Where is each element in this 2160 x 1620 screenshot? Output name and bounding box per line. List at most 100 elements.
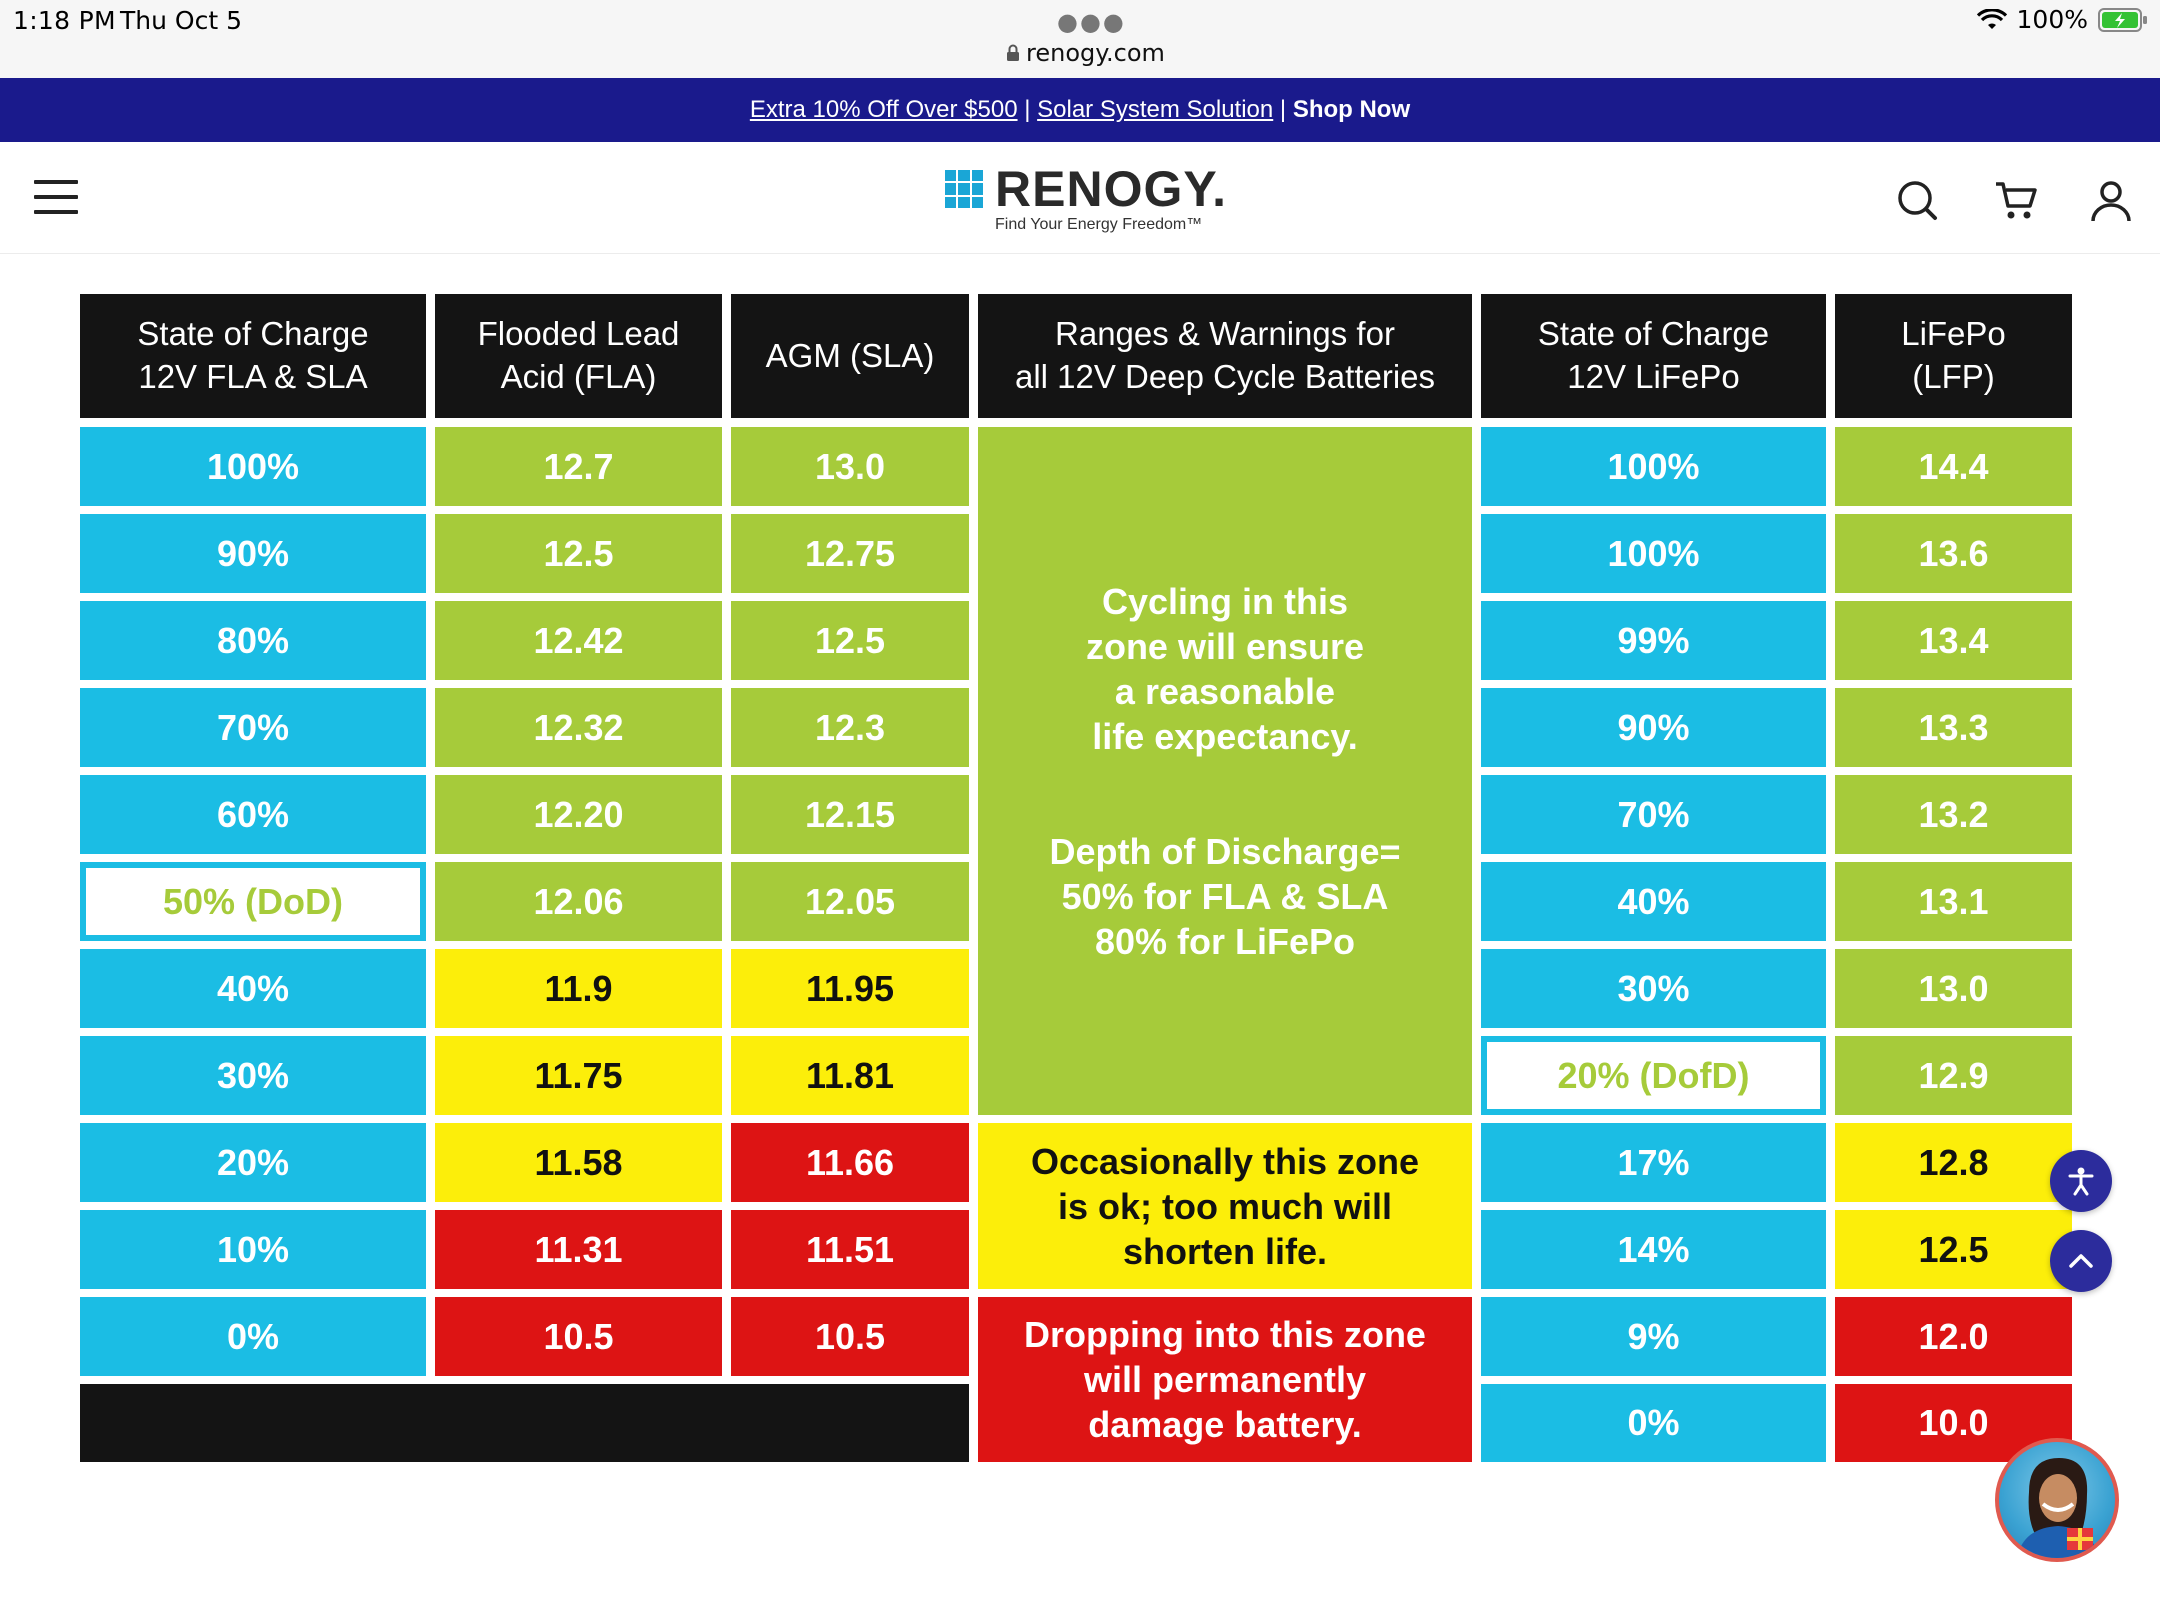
header-soc-lfp: State of Charge 12V LiFePo [1481,294,1826,418]
empty-footer-cell [80,1384,969,1462]
soc-lfp-cell: 17% [1481,1123,1826,1202]
fla-voltage-cell: 11.9 [435,949,722,1028]
logo-wordmark: RENOGY. [995,161,1228,217]
chevron-up-icon [2069,1254,2093,1268]
agm-voltage-cell: 13.0 [731,427,969,506]
lfp-voltage-cell: 13.2 [1835,775,2072,854]
promo-solution-link[interactable]: Solar System Solution [1037,96,1274,123]
lfp-voltage-cell: 14.4 [1835,427,2072,506]
fla-voltage-cell: 10.5 [435,1297,722,1376]
agm-voltage-cell: 12.5 [731,601,969,680]
lfp-voltage-cell: 13.1 [1835,862,2072,941]
header-lfp: LiFePo (LFP) [1835,294,2072,418]
status-date: Thu Oct 5 [120,6,242,35]
soc-lfp-dod-cell: 20% (DofD) [1481,1036,1826,1115]
soc-fla-cell: 30% [80,1036,426,1115]
battery-percent: 100% [2016,5,2088,34]
soc-lfp-cell: 99% [1481,601,1826,680]
site-header: RENOGY. Find Your Energy Freedom™ [0,142,2160,254]
agm-voltage-cell: 11.81 [731,1036,969,1115]
soc-lfp-cell: 90% [1481,688,1826,767]
lock-icon [1007,44,1019,61]
soc-fla-cell: 20% [80,1123,426,1202]
address-bar[interactable]: renogy.com [1006,39,1165,67]
scroll-to-top-button[interactable] [2050,1230,2112,1292]
agm-voltage-cell: 12.15 [731,775,969,854]
fla-voltage-cell: 12.7 [435,427,722,506]
fla-voltage-cell: 12.32 [435,688,722,767]
chat-assistant-avatar[interactable] [1995,1438,2119,1562]
agm-voltage-cell: 12.75 [731,514,969,593]
depth-of-discharge-note: Depth of Discharge= 50% for FLA & SLA 80… [1049,830,1401,962]
agm-voltage-cell: 11.95 [731,949,969,1028]
ios-status-bar: 1:18 PM Thu Oct 5 ●●● renogy.com 100% [0,0,2160,78]
promo-divider: | [1279,96,1293,123]
soc-lfp-cell: 30% [1481,949,1826,1028]
soc-fla-cell: 60% [80,775,426,854]
soc-lfp-cell: 40% [1481,862,1826,941]
fla-voltage-cell: 12.42 [435,601,722,680]
status-indicators: 100% [1976,5,2148,34]
search-icon[interactable] [1895,178,1941,224]
lfp-voltage-cell: 13.4 [1835,601,2072,680]
header-soc-fla: State of Charge 12V FLA & SLA [80,294,426,418]
account-icon[interactable] [2088,178,2134,224]
wifi-icon [1976,8,2007,29]
header-fla: Flooded Lead Acid (FLA) [435,294,722,418]
agm-voltage-cell: 11.51 [731,1210,969,1289]
soc-fla-cell: 10% [80,1210,426,1289]
lfp-voltage-cell: 13.6 [1835,514,2072,593]
soc-lfp-cell: 100% [1481,514,1826,593]
multitasking-dots-icon[interactable]: ●●● [1057,8,1126,36]
address-url: renogy.com [1026,39,1165,67]
menu-icon[interactable] [34,180,78,214]
soc-fla-cell: 70% [80,688,426,767]
battery-voltage-chart: State of Charge 12V FLA & SLA Flooded Lea… [80,294,2072,1462]
agm-voltage-cell: 10.5 [731,1297,969,1376]
accessibility-button[interactable] [2050,1150,2112,1212]
soc-lfp-cell: 70% [1481,775,1826,854]
promo-offer-link[interactable]: Extra 10% Off Over $500 [749,96,1018,123]
soc-lfp-cell: 100% [1481,427,1826,506]
agm-voltage-cell: 12.3 [731,688,969,767]
lfp-voltage-cell: 12.9 [1835,1036,2072,1115]
fla-voltage-cell: 11.31 [435,1210,722,1289]
fla-voltage-cell: 12.5 [435,514,722,593]
fla-voltage-cell: 12.06 [435,862,722,941]
soc-fla-cell: 80% [80,601,426,680]
promo-divider: | [1024,96,1038,123]
soc-fla-cell: 40% [80,949,426,1028]
lfp-voltage-cell: 12.8 [1835,1123,2072,1202]
header-agm: AGM (SLA) [731,294,969,418]
cycling-note: Cycling in this zone will ensure a reaso… [1085,580,1365,757]
assistant-portrait-icon [2017,1458,2099,1558]
soc-fla-cell: 0% [80,1297,426,1376]
lfp-voltage-cell: 12.0 [1835,1297,2072,1376]
status-time: 1:18 PM [13,6,116,35]
soc-fla-cell: 100% [80,427,426,506]
fla-voltage-cell: 11.75 [435,1036,722,1115]
battery-charging-icon [2098,7,2147,32]
logo-tagline: Find Your Energy Freedom™ [995,216,1203,233]
soc-fla-cell: 90% [80,514,426,593]
shop-now-link[interactable]: Shop Now [1292,96,1411,123]
promo-banner: Extra 10% Off Over $500 | Solar System S… [0,78,2160,142]
soc-fla-dod-cell: 50% (DoD) [80,862,426,941]
soc-lfp-cell: 14% [1481,1210,1826,1289]
header-ranges: Ranges & Warnings for all 12V Deep Cycle … [978,294,1472,418]
caution-zone-note: Occasionally this zone is ok; too much w… [978,1123,1472,1289]
lfp-voltage-cell: 12.5 [1835,1210,2072,1289]
logo-grid-icon [945,170,983,208]
lfp-voltage-cell: 13.0 [1835,949,2072,1028]
safe-zone-note: Cycling in this zone will ensure a reaso… [978,427,1472,1115]
lfp-voltage-cell: 13.3 [1835,688,2072,767]
danger-zone-note: Dropping into this zone will permanently… [978,1297,1472,1462]
cart-icon[interactable] [1993,178,2039,224]
soc-lfp-cell: 0% [1481,1384,1826,1462]
soc-lfp-cell: 9% [1481,1297,1826,1376]
agm-voltage-cell: 11.66 [731,1123,969,1202]
agm-voltage-cell: 12.05 [731,862,969,941]
accessibility-icon [2068,1167,2094,1196]
fla-voltage-cell: 12.20 [435,775,722,854]
fla-voltage-cell: 11.58 [435,1123,722,1202]
